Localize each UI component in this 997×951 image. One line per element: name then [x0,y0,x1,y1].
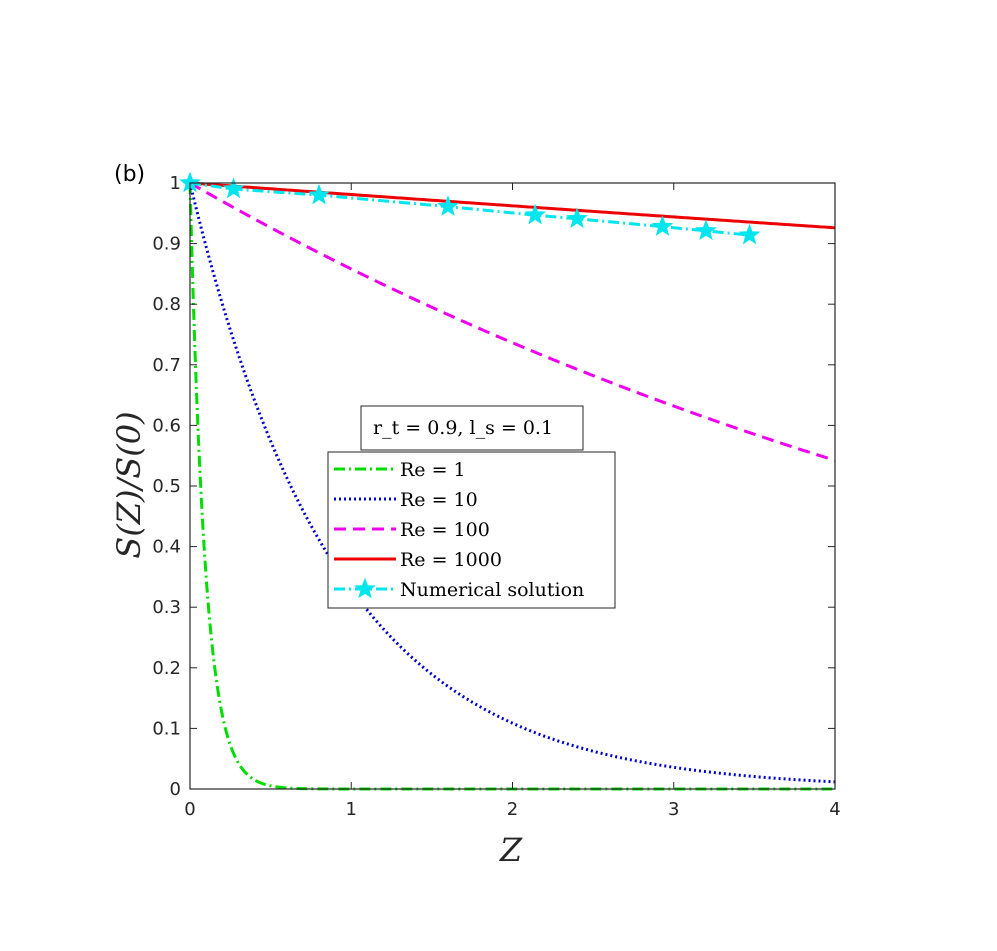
y-tick-label: 0.2 [152,658,181,679]
data-point-star [222,177,245,199]
annotation-box: r_t = 0.9, l_s = 0.1 [360,405,584,451]
y-tick-label: 0.1 [152,718,181,739]
panel-label: (b) [114,162,145,187]
legend: Re = 1 Re = 10 Re = 100 Re = 1000 Numerical … [327,451,616,609]
legend-label: Re = 1000 [400,549,502,571]
legend-label: Re = 100 [400,519,490,541]
x-tick-label: 3 [668,799,679,820]
data-point-star [738,223,761,245]
legend-entry-re-10: Re = 10 [334,489,478,511]
x-axis-title: Z [499,831,523,869]
y-tick-label: 0.8 [152,294,181,315]
series-line-re-10 [188,182,836,784]
data-point-star [308,183,330,205]
x-tick-label: 4 [829,799,840,820]
data-point-star [695,219,717,241]
legend-entry-re-1000: Re = 1000 [334,549,502,571]
series-re-100 [189,181,836,462]
legend-entries: Re = 1 Re = 10 Re = 100 Re = 1000 Numerical … [334,459,584,601]
series-re-1000 [189,181,836,230]
legend-label: Re = 1 [400,459,466,481]
series-line-re-100 [189,181,836,462]
data-point-star [437,195,459,216]
series-numerical-solution [179,171,761,245]
legend-label: Re = 10 [400,489,478,511]
y-axis-title: S(Z)/S(0) [110,411,148,558]
x-tick-label: 0 [184,799,195,820]
y-tick-label: 1 [170,173,181,194]
y-tick-label: 0.9 [152,234,181,255]
legend-entry-re-1: Re = 1 [334,459,466,481]
legend-entry-numerical-solution: Numerical solution [334,577,584,601]
x-tick-label: 2 [507,799,518,820]
y-tick-label: 0 [170,779,181,800]
legend-label: Numerical solution [400,579,584,601]
annotation-frame [360,405,584,451]
series-re-10 [188,182,836,784]
annotation-text: r_t = 0.9, l_s = 0.1 [373,417,553,439]
y-tick-label: 0.5 [152,476,181,497]
legend-entry-re-100: Re = 100 [334,519,490,541]
y-tick-label: 0.7 [152,355,181,376]
legend-marker-star [354,577,376,599]
series-line-re-1000 [189,181,836,230]
data-point-star [651,215,674,236]
data-point-star [524,203,546,225]
ticks-layer: 0 1 2 3 4 0 0.1 0.2 0.3 0.4 0.5 0.6 0.7 0.8 0.9 1 [152,173,840,820]
y-tick-label: 0.3 [152,597,181,618]
y-tick-label: 0.6 [152,415,181,436]
x-tick-label: 1 [346,799,357,820]
data-point-star [566,207,588,228]
y-tick-label: 0.4 [152,537,181,558]
